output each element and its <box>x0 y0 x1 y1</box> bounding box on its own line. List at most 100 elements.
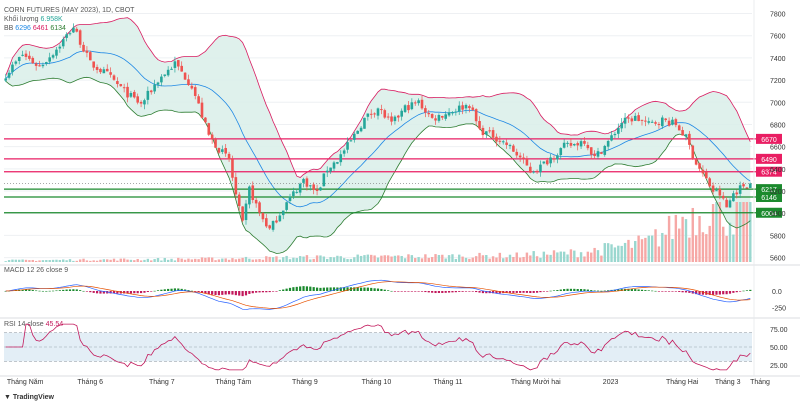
volume-bar <box>603 243 606 262</box>
macd-histogram-bar <box>170 288 173 291</box>
macd-histogram-bar <box>454 291 457 293</box>
macd-histogram-bar <box>177 288 180 291</box>
candle-body <box>705 172 708 179</box>
volume-bar <box>4 261 7 262</box>
volume-bar <box>701 232 705 262</box>
macd-histogram-bar <box>163 289 166 291</box>
volume-bar <box>711 204 715 262</box>
macd-histogram-bar <box>339 287 342 291</box>
rsi-tick-label: 25.00 <box>770 363 788 370</box>
macd-histogram-bar <box>21 289 24 291</box>
candle-body <box>397 115 400 118</box>
volume-bar <box>495 257 498 262</box>
volume-bar <box>112 258 116 262</box>
volume-bar <box>177 257 180 262</box>
volume-bar <box>505 257 508 262</box>
volume-bar <box>512 257 515 262</box>
macd-histogram-bar <box>583 289 586 291</box>
candle-body <box>51 55 55 58</box>
volume-bar <box>99 259 102 262</box>
macd-histogram-bar <box>217 291 221 296</box>
rsi-tick-label: 50.00 <box>770 345 788 352</box>
macd-histogram-bar <box>187 290 190 291</box>
candle-body <box>539 164 542 173</box>
volume-bar <box>549 254 552 262</box>
candle-body <box>244 203 248 221</box>
macd-histogram-bar <box>65 289 68 291</box>
candle-body <box>376 108 380 116</box>
macd-histogram-bar <box>552 290 556 292</box>
candle-body <box>505 142 508 145</box>
volume-bar <box>579 252 583 262</box>
level-label-bg <box>756 133 782 144</box>
volume-bar <box>407 254 410 262</box>
candle-body <box>386 116 390 118</box>
macd-histogram-bar <box>251 291 254 294</box>
candle-body <box>82 44 85 52</box>
candle-body <box>617 127 620 134</box>
candle-body <box>207 123 211 135</box>
macd-histogram-bar <box>417 291 420 292</box>
macd-histogram-bar <box>640 289 644 291</box>
candle-body <box>644 120 647 122</box>
bb-lower-value: 6134 <box>50 25 66 32</box>
macd-histogram-bar <box>414 291 417 292</box>
candle-body <box>569 142 573 146</box>
candle-body <box>383 110 387 118</box>
volume-bar <box>275 256 278 262</box>
volume-bar <box>329 257 332 262</box>
x-tick-label: Tháng 7 <box>149 379 175 386</box>
volume-bar <box>163 257 166 262</box>
candle-body <box>478 121 481 129</box>
candle-body <box>725 199 728 208</box>
volume-value: 6.958K <box>40 16 63 23</box>
candle-body <box>78 30 82 45</box>
candle-body <box>197 96 200 104</box>
volume-bar <box>556 252 559 262</box>
candle-body <box>711 185 715 192</box>
macd-histogram-bar <box>322 287 325 291</box>
candle-body <box>221 149 224 152</box>
candle-body <box>143 100 146 105</box>
macd-histogram-bar <box>542 291 545 292</box>
macd-histogram-bar <box>146 291 149 293</box>
volume-bar <box>623 242 627 262</box>
macd-histogram-bar <box>397 291 400 292</box>
macd-histogram-bar <box>478 291 481 293</box>
candle-body <box>315 189 319 191</box>
volume-bar <box>62 259 65 262</box>
volume-bar <box>562 251 566 262</box>
volume-bar <box>241 257 244 262</box>
candle-body <box>268 225 271 229</box>
macd-histogram-bar <box>532 291 535 293</box>
candle-body <box>508 145 512 147</box>
macd-histogram-bar <box>373 288 376 291</box>
x-tick-label: Tháng Hai <box>666 379 699 386</box>
macd-histogram-bar <box>427 291 430 293</box>
volume-bar <box>356 254 359 262</box>
candle-body <box>485 131 488 135</box>
macd-histogram-bar <box>498 291 501 294</box>
rsi-band <box>4 332 752 362</box>
volume-bar <box>410 255 414 262</box>
volume-bar <box>596 250 600 262</box>
macd-histogram-bar <box>468 291 471 292</box>
macd-histogram-bar <box>214 291 217 296</box>
macd-histogram-bar <box>359 287 363 291</box>
candle-body <box>573 144 576 146</box>
macd-histogram-bar <box>671 291 674 292</box>
macd-histogram-bar <box>309 286 312 291</box>
candle-body <box>339 154 343 163</box>
macd-histogram-bar <box>167 288 170 291</box>
volume-bar <box>153 259 156 262</box>
candle-body <box>17 56 21 61</box>
rsi-tick-label: 75.00 <box>770 327 788 334</box>
macd-histogram-bar <box>634 289 637 291</box>
macd-histogram-bar <box>529 291 532 294</box>
volume-bar <box>271 257 275 262</box>
volume-bar <box>14 259 18 262</box>
candle-body <box>298 183 302 193</box>
bb-label: BB <box>4 25 14 32</box>
macd-histogram-bar <box>447 291 451 293</box>
